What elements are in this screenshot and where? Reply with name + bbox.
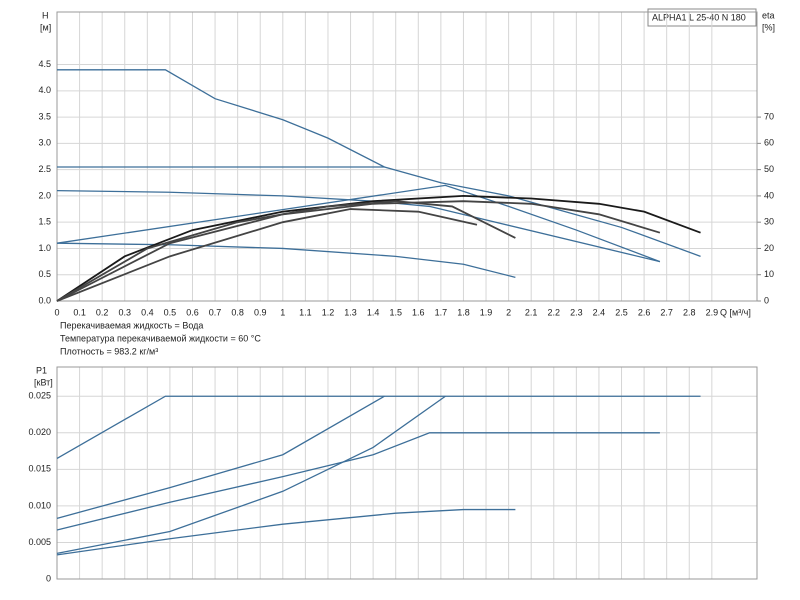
x-axis-label: Q [м³/ч] [720,307,751,317]
y-axis-label: H [42,10,49,20]
x-tick-label: 1.4 [367,307,380,317]
data-line [56,508,516,556]
y-axis-label: P1 [36,365,47,375]
y-axis-unit: [кВт] [34,377,53,387]
x-tick-label: 0.6 [186,307,199,317]
x-tick-label: 0.3 [118,307,131,317]
data-line [56,242,516,278]
data-line [56,208,478,302]
x-tick-label: 2.7 [660,307,673,317]
y2-tick-label: 20 [764,243,774,253]
y2-tick-label: 50 [764,164,774,174]
note: Плотность = 983.2 кг/м³ [60,346,158,356]
x-tick-label: 1.1 [299,307,312,317]
data-line [56,190,661,263]
x-tick-label: 2.2 [548,307,561,317]
y-tick-label: 0.010 [28,500,51,510]
x-tick-label: 1.3 [344,307,357,317]
y-tick-label: 0.5 [38,269,51,279]
y-tick-label: 0.005 [28,537,51,547]
y2-axis-unit: [%] [762,22,775,32]
note: Температура перекачиваемой жидкости = 60… [60,333,261,343]
y-tick-label: 4.0 [38,85,51,95]
x-tick-label: 1.2 [322,307,335,317]
y2-tick-label: 60 [764,138,774,148]
x-tick-label: 1.5 [389,307,402,317]
legend-label: ALPHA1 L 25-40 N 180 [652,12,746,22]
y2-axis-label: eta [762,10,775,20]
y-tick-label: 0.025 [28,391,51,401]
x-tick-label: 0.8 [231,307,244,317]
x-tick-label: 2.1 [525,307,538,317]
data-line [56,395,385,519]
x-tick-label: 0.5 [164,307,177,317]
x-tick-label: 1.9 [480,307,493,317]
x-tick-label: 2.6 [638,307,651,317]
x-tick-label: 2.4 [593,307,606,317]
y2-tick-label: 70 [764,111,774,121]
y-tick-label: 1.5 [38,217,51,227]
x-tick-label: 0.7 [209,307,222,317]
plot-frame [56,11,758,302]
y-tick-label: 0 [46,573,51,583]
plot-frame [56,366,758,580]
y-tick-label: 3.5 [38,111,51,121]
y2-tick-label: 0 [764,295,769,305]
x-tick-label: 2.9 [706,307,719,317]
x-tick-label: 0.1 [73,307,86,317]
y2-tick-label: 10 [764,269,774,279]
y2-tick-label: 30 [764,217,774,227]
x-tick-label: 0.9 [254,307,267,317]
y-tick-label: 1.0 [38,243,51,253]
data-line [56,395,446,555]
x-tick-label: 2.3 [570,307,583,317]
y-tick-label: 0.015 [28,464,51,474]
x-tick-label: 2 [506,307,511,317]
note: Перекачиваемая жидкость = Вода [60,320,203,330]
x-tick-label: 1 [280,307,285,317]
data-line [56,200,516,302]
y-tick-label: 0.0 [38,295,51,305]
legend-box [647,8,757,27]
x-tick-label: 0.4 [141,307,154,317]
x-tick-label: 1.8 [457,307,470,317]
y-tick-label: 0.020 [28,427,51,437]
data-line [56,395,701,459]
data-line [56,432,660,531]
y-tick-label: 4.5 [38,59,51,69]
data-line [56,184,661,263]
x-tick-label: 2.5 [615,307,628,317]
y-tick-label: 2.0 [38,190,51,200]
y-axis-unit: [м] [40,22,51,32]
y2-tick-label: 40 [764,190,774,200]
x-tick-label: 1.7 [435,307,448,317]
x-tick-label: 2.8 [683,307,696,317]
x-tick-label: 0 [54,307,59,317]
x-tick-label: 1.6 [412,307,425,317]
data-line [56,195,701,302]
x-tick-label: 0.2 [96,307,109,317]
y-tick-label: 2.5 [38,164,51,174]
y-tick-label: 3.0 [38,138,51,148]
